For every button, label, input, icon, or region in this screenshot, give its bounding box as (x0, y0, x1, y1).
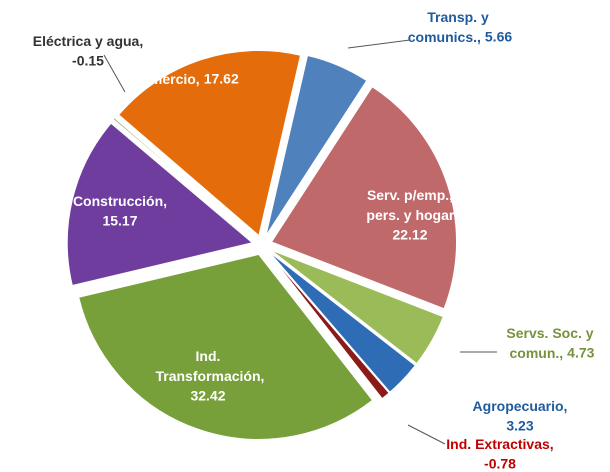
label-line: Servs. Soc. y (506, 325, 593, 341)
pie-slice (267, 252, 390, 400)
leader-line (407, 424, 446, 445)
leader-line (103, 54, 126, 93)
slice-label: Eléctrica y agua, (33, 33, 144, 49)
label-line: Agropecuario, (473, 398, 568, 414)
slice-label: Ind. Extractivas, (446, 436, 553, 452)
slice-label: Servs. Soc. y comun., (506, 325, 594, 361)
pie-slice (265, 54, 368, 237)
value-label: 32.42 (190, 388, 225, 404)
value-label: 15.17 (102, 213, 137, 229)
label-line: Construcción, (73, 193, 167, 209)
pie-slice (270, 249, 444, 365)
label-line: Comercio, (131, 71, 199, 87)
value-label: 17.62 (204, 71, 239, 87)
value-label: -0.78 (484, 456, 516, 472)
label-line: Transp. y (427, 9, 489, 25)
slice-label: Serv. p/emp., pers. y hogar, (363, 187, 458, 223)
slice-label: Comercio, (131, 71, 199, 87)
value-label: -0.15 (72, 53, 104, 69)
label-line: Ind. (196, 348, 221, 364)
pie-slice (118, 50, 302, 237)
value-label: 22.12 (392, 227, 427, 243)
slice-label: Construcción, (73, 193, 167, 209)
pie-slice (112, 117, 255, 239)
slice-label: Ind. Transformación, (152, 348, 265, 384)
value-label: 3.23 (506, 418, 533, 434)
leader-line (347, 39, 411, 49)
label-line: Eléctrica y agua, (33, 33, 144, 49)
label-line: Ind. Extractivas, (446, 436, 553, 452)
value-label: 4.73 (567, 345, 594, 361)
slice-label: Agropecuario, (473, 398, 568, 414)
label-line: Serv. p/emp., (367, 187, 453, 203)
value-label: 5.66 (485, 29, 512, 45)
pie-slice (66, 122, 254, 287)
pie-slice (270, 86, 457, 310)
pie-slice (78, 253, 374, 440)
label-line: comunics., (404, 29, 481, 45)
slice-label: Transp. y comunics., (404, 9, 489, 45)
label-line: comun., (506, 345, 564, 361)
pie-slice (268, 251, 416, 393)
label-line: pers. y hogar, (363, 207, 458, 223)
label-line: Transformación, (152, 368, 265, 384)
